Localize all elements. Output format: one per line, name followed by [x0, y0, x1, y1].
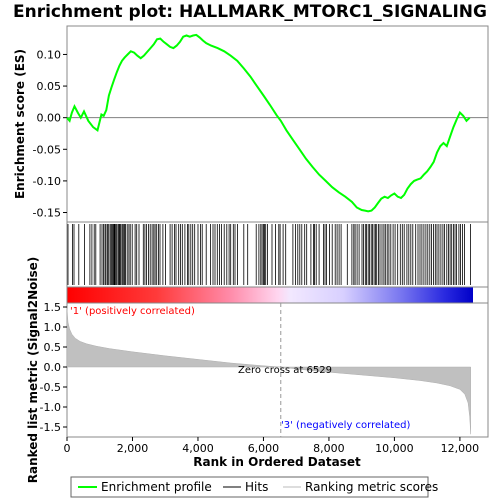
x-tick-label: 12,000 [441, 442, 480, 455]
metric-y-tick-label: 1.0 [44, 321, 62, 334]
metric-y-axis-label: Ranked list metric (Signal2Noise) [26, 257, 40, 484]
es-panel-frame [66, 25, 489, 223]
hits-panel [66, 221, 489, 288]
es-y-axis-label: Enrichment score (ES) [13, 49, 27, 199]
es-y-tick-label: 0.10 [37, 48, 62, 61]
legend-hits-label: Hits [245, 480, 268, 494]
metric-y-tick-label: 0.5 [44, 341, 62, 354]
negative-label: '3' (negatively correlated) [281, 420, 410, 431]
zero-cross-label: Zero cross at 6529 [238, 365, 332, 376]
metric-area [66, 308, 471, 435]
legend-frame [70, 476, 429, 498]
es-y-tick-label: 0.00 [37, 112, 62, 125]
metric-y-tick-label: -1.0 [40, 401, 61, 414]
es-y-tick-label: -0.10 [33, 175, 61, 188]
es-y-tick-label: -0.05 [33, 143, 61, 156]
es-y-tick-label: 0.05 [37, 80, 62, 93]
legend: Enrichment profile Hits Ranking metric s… [70, 476, 438, 498]
x-tick-label: 4,000 [182, 442, 214, 455]
metric-y-tick-label: 1.5 [44, 301, 62, 314]
es-y-ticks: -0.15 -0.10 -0.05 0.00 0.05 0.10 [33, 48, 67, 220]
x-axis: 0 2,000 4,000 6,000 8,000 10,000 12,000 [64, 437, 480, 455]
metric-panel: -1.5 -1.0 -0.5 0.0 0.5 1.0 1.5 '1' (positively… [26, 257, 489, 484]
hit-lines [67, 224, 471, 285]
rank-color-bar [66, 286, 489, 304]
es-panel: -0.15 -0.10 -0.05 0.00 0.05 0.10 Enrichment s… [13, 25, 489, 223]
legend-metric-label: Ranking metric scores [305, 480, 438, 494]
es-y-tick-label: -0.15 [33, 207, 61, 220]
metric-y-ticks: -1.5 -1.0 -0.5 0.0 0.5 1.0 1.5 [40, 301, 67, 434]
x-tick-label: 6,000 [248, 442, 280, 455]
chart-title: Enrichment plot: HALLMARK_MTORC1_SIGNALI… [13, 2, 487, 22]
metric-y-tick-label: 0.0 [44, 361, 62, 374]
rank-color-gradient [67, 287, 473, 303]
legend-es-label: Enrichment profile [101, 480, 212, 494]
x-tick-label: 2,000 [117, 442, 149, 455]
metric-y-tick-label: -1.5 [40, 421, 61, 434]
metric-y-tick-label: -0.5 [40, 381, 61, 394]
es-line [66, 33, 471, 213]
x-tick-label: 0 [64, 442, 71, 455]
x-tick-label: 8,000 [313, 442, 345, 455]
x-tick-label: 10,000 [375, 442, 414, 455]
x-axis-label: Rank in Ordered Dataset [193, 455, 361, 469]
positive-label: '1' (positively correlated) [70, 306, 195, 317]
